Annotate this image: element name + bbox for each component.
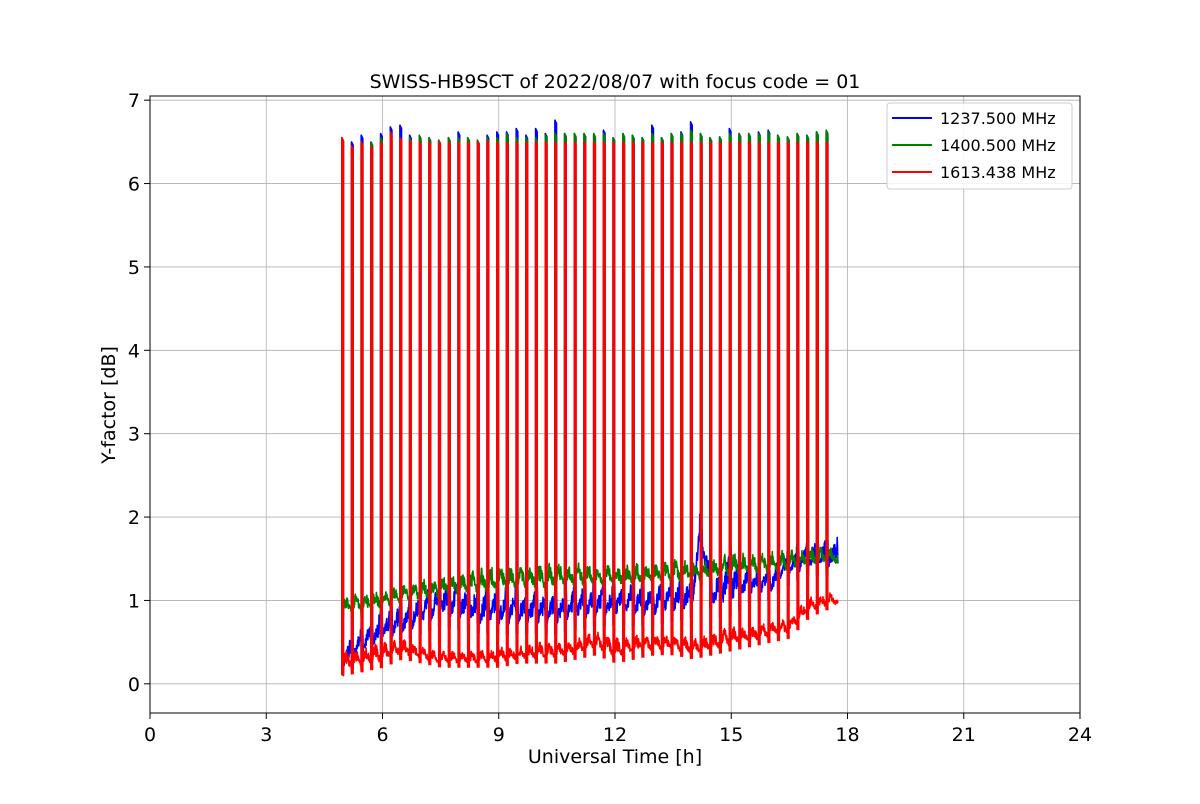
x-tick-label: 18 xyxy=(835,724,859,746)
legend-box xyxy=(886,102,1073,190)
x-tick-label: 12 xyxy=(603,724,627,746)
x-tick-label: 3 xyxy=(260,724,272,746)
series-line-1400 xyxy=(341,129,839,618)
series-layer xyxy=(341,119,839,677)
x-tick-label: 0 xyxy=(144,724,156,746)
legend: 1237.500 MHz 1400.500 MHz 1613.438 MHz xyxy=(886,102,1073,190)
y-tick-label: 5 xyxy=(128,257,140,279)
legend-label-1400: 1400.500 MHz xyxy=(940,136,1056,155)
x-tick-label: 6 xyxy=(376,724,388,746)
series-line-1613 xyxy=(341,131,839,677)
x-tick-label: 9 xyxy=(493,724,505,746)
y-tick-label: 3 xyxy=(128,424,140,446)
y-tick-label: 1 xyxy=(128,590,140,612)
x-axis-label: Universal Time [h] xyxy=(528,746,702,768)
y-tick-label: 2 xyxy=(128,507,140,529)
y-tick-label: 7 xyxy=(128,90,140,112)
y-tick-label: 6 xyxy=(128,174,140,196)
legend-label-1613: 1613.438 MHz xyxy=(940,163,1056,182)
x-tick-label: 21 xyxy=(952,724,976,746)
x-tick-label: 24 xyxy=(1068,724,1092,746)
y-tick-label: 4 xyxy=(128,340,140,362)
y-axis-label: Y-factor [dB] xyxy=(98,346,120,465)
y-tick-label: 0 xyxy=(128,674,140,696)
series-line-1237 xyxy=(341,119,839,677)
legend-label-1237: 1237.500 MHz xyxy=(940,109,1056,128)
chart-title: SWISS-HB9SCT of 2022/08/07 with focus co… xyxy=(370,71,861,93)
x-tick-label: 15 xyxy=(719,724,743,746)
